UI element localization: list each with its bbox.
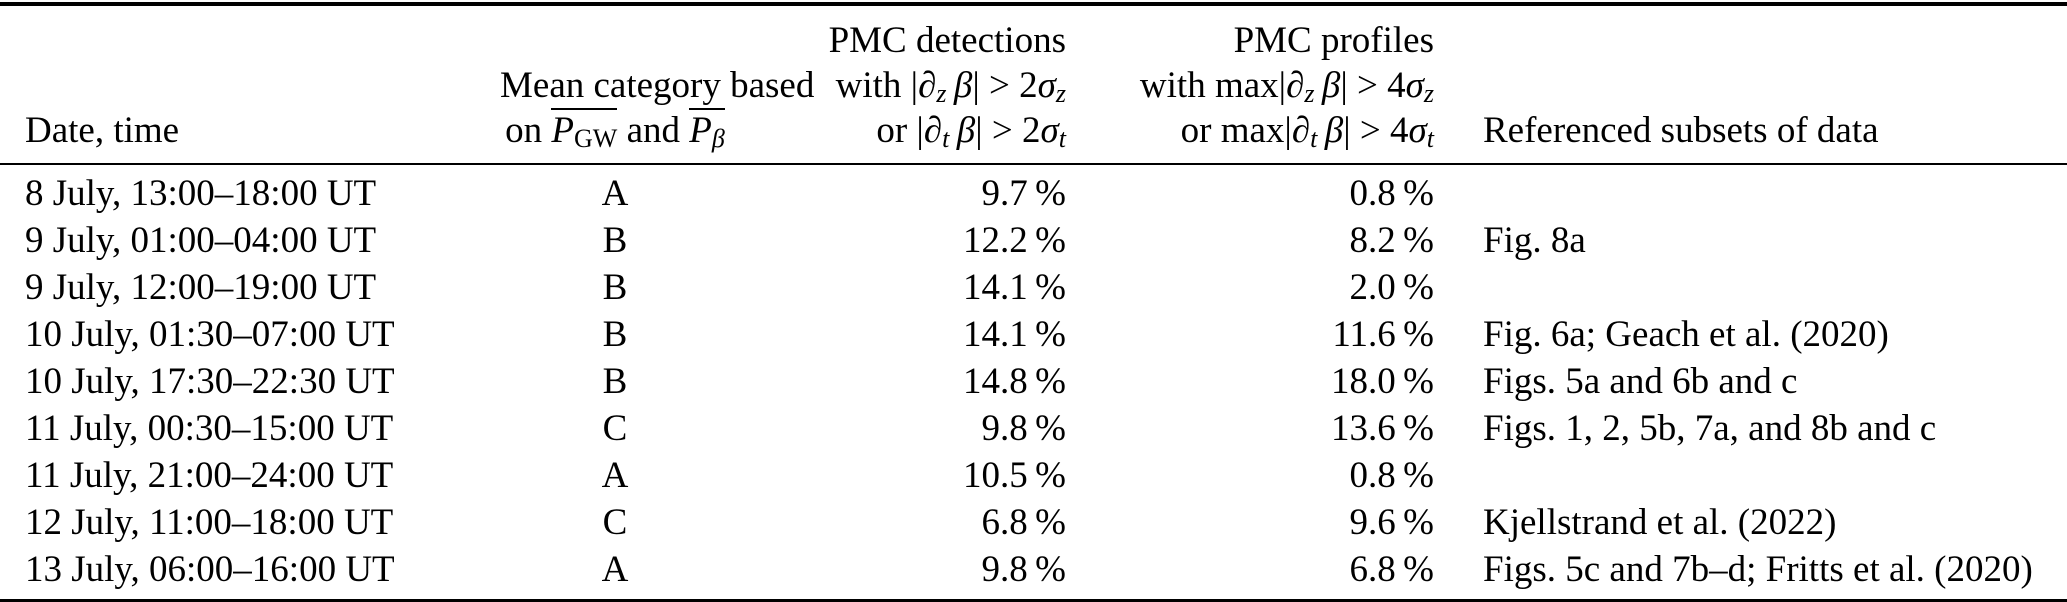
table-row: 9 July, 01:00–04:00 UT B 12.2 % 8.2 % Fi… [0, 217, 2067, 264]
cell-detections: 10.5 % [963, 455, 1066, 496]
cell-profiles: 2.0 % [1349, 267, 1434, 308]
header-pmc-detections-line-2: with |∂z β| > 2σz [835, 65, 1066, 108]
header-date-time: Date, time [0, 4, 500, 164]
cell-date-time: 10 July, 01:30–07:00 UT [25, 314, 395, 355]
cell-profiles: 18.0 % [1331, 361, 1434, 402]
cell-profiles: 0.8 % [1349, 455, 1434, 496]
cell-date-time: 12 July, 11:00–18:00 UT [25, 502, 394, 543]
cell-date-time: 11 July, 21:00–24:00 UT [25, 455, 394, 496]
cell-category: A [601, 455, 629, 496]
cell-date-time: 9 July, 12:00–19:00 UT [25, 267, 377, 308]
cell-category: C [602, 502, 628, 543]
header-referenced-subsets-label: Referenced subsets of data [1483, 110, 1879, 151]
cell-profiles: 6.8 % [1349, 549, 1434, 590]
header-pmc-profiles: PMC profiles with max|∂z β| > 4σz or max… [1070, 4, 1438, 164]
header-pmc-detections: PMC detections with |∂z β| > 2σz or |∂t … [730, 4, 1070, 164]
cell-referenced: Fig. 6a; Geach et al. (2020) [1483, 314, 1889, 355]
cell-category: B [602, 220, 628, 261]
cell-profiles: 0.8 % [1349, 173, 1434, 214]
cell-profiles: 8.2 % [1349, 220, 1434, 261]
header-mean-category: Mean category based on PGW and Pβ [500, 4, 815, 164]
cell-category: B [602, 267, 628, 308]
table-row: 11 July, 21:00–24:00 UT A 10.5 % 0.8 % [0, 452, 2067, 499]
header-pmc-profiles-line-3: or max|∂t β| > 4σt [1180, 110, 1434, 153]
cell-referenced: Fig. 8a [1483, 220, 1586, 261]
header-referenced-subsets: Referenced subsets of data [1438, 4, 2067, 164]
cell-detections: 6.8 % [981, 502, 1066, 543]
table-row: 10 July, 01:30–07:00 UT B 14.1 % 11.6 % … [0, 311, 2067, 358]
cell-date-time: 13 July, 06:00–16:00 UT [25, 549, 395, 590]
cell-referenced: Kjellstrand et al. (2022) [1483, 502, 1837, 543]
table-row: 13 July, 06:00–16:00 UT A 9.8 % 6.8 % Fi… [0, 546, 2067, 601]
cell-detections: 12.2 % [963, 220, 1066, 261]
table-body: 8 July, 13:00–18:00 UT A 9.7 % 0.8 % 9 J… [0, 164, 2067, 601]
header-mean-category-line-1: Mean category based [500, 65, 815, 106]
cell-referenced [1438, 264, 2067, 311]
table-row: 12 July, 11:00–18:00 UT C 6.8 % 9.6 % Kj… [0, 499, 2067, 546]
cell-profiles: 9.6 % [1349, 502, 1434, 543]
header-mean-category-line-2: on PGW and Pβ [505, 108, 725, 153]
cell-referenced [1438, 164, 2067, 217]
table-row: 10 July, 17:30–22:30 UT B 14.8 % 18.0 % … [0, 358, 2067, 405]
cell-detections: 14.8 % [963, 361, 1066, 402]
cell-profiles: 11.6 % [1332, 314, 1434, 355]
cell-category: C [602, 408, 628, 449]
cell-referenced: Figs. 5c and 7b–d; Fritts et al. (2020) [1483, 549, 2033, 590]
header-pmc-profiles-line-2: with max|∂z β| > 4σz [1139, 65, 1434, 108]
table-row: 8 July, 13:00–18:00 UT A 9.7 % 0.8 % [0, 164, 2067, 217]
cell-date-time: 9 July, 01:00–04:00 UT [25, 220, 377, 261]
header-pmc-detections-line-1: PMC detections [828, 20, 1066, 61]
cell-date-time: 8 July, 13:00–18:00 UT [25, 173, 377, 214]
table-header: Date, time Mean category based on PGW an… [0, 4, 2067, 164]
header-pmc-profiles-line-1: PMC profiles [1233, 20, 1434, 61]
header-pmc-detections-line-3: or |∂t β| > 2σt [876, 110, 1066, 153]
cell-referenced [1438, 452, 2067, 499]
cell-category: A [601, 173, 629, 214]
cell-referenced: Figs. 5a and 6b and c [1483, 361, 1798, 402]
table-row: 11 July, 00:30–15:00 UT C 9.8 % 13.6 % F… [0, 405, 2067, 452]
cell-category: A [601, 549, 629, 590]
header-date-time-label: Date, time [25, 110, 180, 151]
cell-detections: 9.8 % [981, 549, 1066, 590]
table-row: 9 July, 12:00–19:00 UT B 14.1 % 2.0 % [0, 264, 2067, 311]
cell-detections: 9.7 % [981, 173, 1066, 214]
cell-detections: 14.1 % [963, 314, 1066, 355]
cell-category: B [602, 361, 628, 402]
header-row: Date, time Mean category based on PGW an… [0, 4, 2067, 164]
cell-profiles: 13.6 % [1331, 408, 1434, 449]
cell-date-time: 11 July, 00:30–15:00 UT [25, 408, 394, 449]
cell-detections: 9.8 % [981, 408, 1066, 449]
cell-detections: 14.1 % [963, 267, 1066, 308]
cell-referenced: Figs. 1, 2, 5b, 7a, and 8b and c [1483, 408, 1937, 449]
cell-date-time: 10 July, 17:30–22:30 UT [25, 361, 395, 402]
cell-category: B [602, 314, 628, 355]
